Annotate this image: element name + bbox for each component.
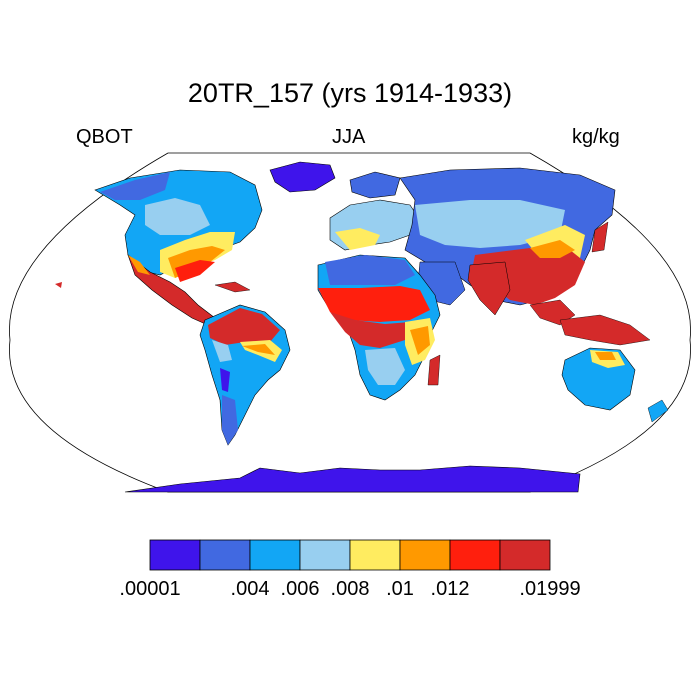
europe [329,171,421,251]
colorbar-swatch [349,539,401,571]
colorbar-tick-label: .004 [231,578,270,600]
colorbar-tick-label: .01999 [519,578,580,600]
africa [317,254,441,401]
colorbar-swatch [249,539,301,571]
colorbar-swatch [399,539,451,571]
colorbar-swatch [299,539,351,571]
colorbar-tick-label: .008 [331,578,370,600]
antarctica [124,465,581,493]
asia [399,167,616,316]
colorbar-tick-label: .012 [431,578,470,600]
colorbar-tick-label: .00001 [119,578,180,600]
units-label: kg/kg [572,126,620,148]
north-america [94,161,336,327]
colorbar-tick-label: .006 [281,578,320,600]
colorbar-tick-label: .01 [386,578,414,600]
colorbar-swatch [499,539,551,571]
variable-label: QBOT [76,126,133,148]
australia [561,347,669,423]
season-label: JJA [332,126,366,148]
figure-title: 20TR_157 (yrs 1914-1933) [187,78,513,108]
south-america [199,304,291,446]
colorbar-swatch [449,539,501,571]
hawaii [55,282,62,288]
colorbar-swatch [149,539,201,571]
colorbar-swatch [199,539,251,571]
maritime-asia [529,299,651,346]
